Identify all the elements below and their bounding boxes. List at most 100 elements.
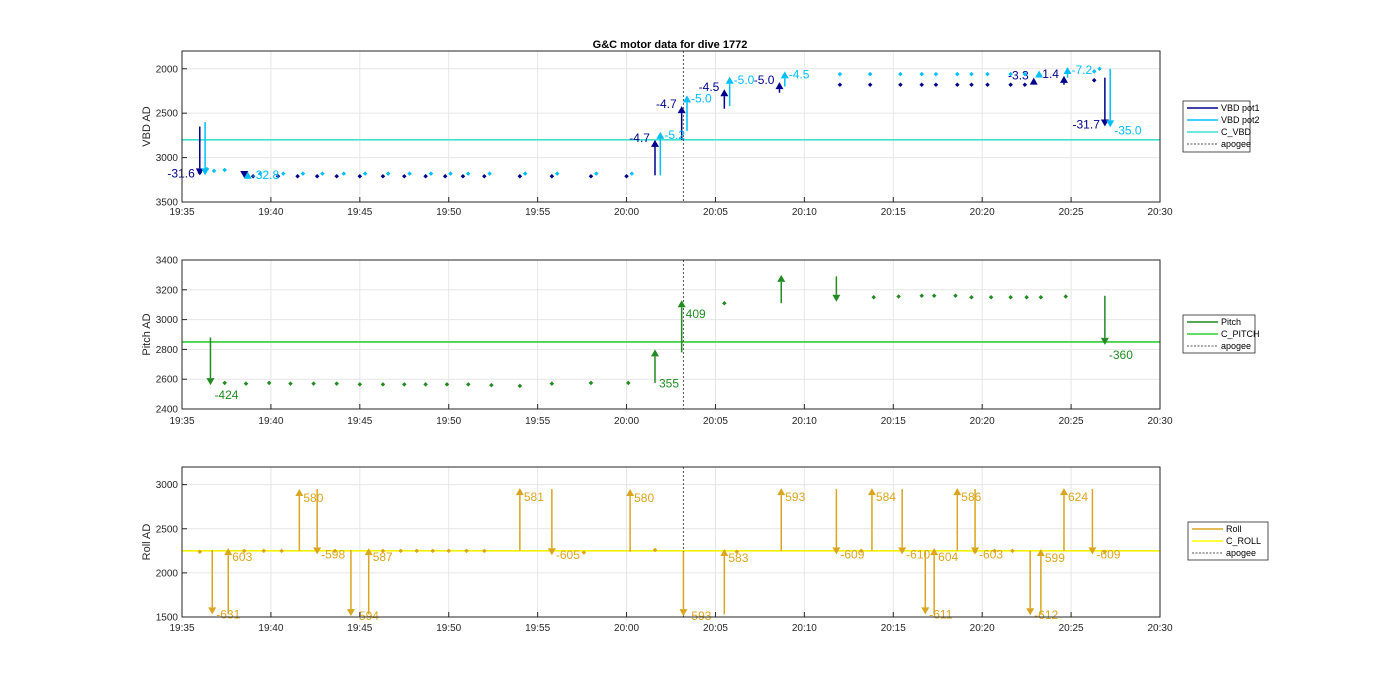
arrow-head: [626, 489, 635, 497]
data-point: [953, 293, 958, 299]
data-point: [588, 380, 594, 386]
data-point: [896, 294, 901, 299]
y-axis-label: VBD AD: [141, 106, 153, 146]
arrow-head: [1026, 608, 1035, 616]
y-tick-label: 2400: [156, 405, 179, 416]
arrow-head: [313, 547, 322, 555]
data-point: [1022, 71, 1028, 77]
arrow-head: [224, 548, 233, 556]
data-point: [332, 548, 338, 554]
x-tick-label: 19:55: [525, 623, 550, 634]
x-tick-label: 19:35: [169, 207, 194, 218]
x-tick-label: 19:45: [347, 207, 372, 218]
arrow-head: [898, 547, 907, 555]
y-tick-label: 3500: [156, 198, 179, 209]
data-point: [466, 171, 471, 176]
plot-area: [182, 51, 1160, 202]
x-tick-label: 19:55: [525, 416, 550, 427]
legend-label: apogee: [1221, 341, 1251, 351]
data-label: 587: [373, 550, 393, 564]
data-label: -609: [840, 547, 864, 561]
x-tick-label: 19:45: [347, 623, 372, 634]
x-tick-label: 20:20: [970, 623, 995, 634]
data-label: -594: [355, 609, 379, 623]
data-label: -3.3: [1008, 69, 1029, 83]
x-tick-label: 19:45: [347, 416, 372, 427]
data-label: 355: [659, 376, 679, 390]
data-point: [988, 294, 994, 300]
data-label: -4.7: [629, 131, 650, 145]
data-point: [1022, 82, 1028, 88]
data-label: -7.2: [1072, 63, 1093, 77]
data-label: -31.7: [1073, 118, 1101, 132]
arrow-head: [295, 489, 304, 497]
data-label: -5.0: [691, 91, 712, 105]
data-label: 580: [303, 491, 323, 505]
data-point: [380, 548, 386, 554]
x-tick-label: 19:35: [169, 623, 194, 634]
x-tick-label: 20:10: [792, 416, 817, 427]
x-tick-label: 20:00: [614, 416, 639, 427]
arrow-head: [1106, 120, 1115, 128]
data-point: [1091, 78, 1097, 83]
data-point: [266, 380, 272, 386]
x-tick-label: 20:30: [1147, 623, 1172, 634]
y-axis-label: Pitch AD: [141, 313, 153, 355]
arrow-head: [656, 131, 665, 139]
data-point: [722, 300, 727, 306]
arrow-head: [650, 349, 659, 357]
y-tick-label: 3000: [156, 315, 179, 326]
x-tick-label: 19:40: [258, 416, 283, 427]
data-label: -35.0: [1114, 123, 1142, 137]
arrow-head: [364, 548, 373, 556]
legend-label: C_ROLL: [1226, 536, 1261, 546]
data-point: [320, 171, 325, 176]
x-tick-label: 20:15: [881, 416, 906, 427]
data-point: [380, 382, 386, 387]
arrow-head: [720, 549, 729, 557]
data-point: [357, 382, 363, 387]
data-label: 409: [686, 307, 706, 321]
data-point: [1038, 294, 1044, 300]
panel-vbd: -31.6-4.7-4.7-4.5-5.0 -3.3 -1.4-31.7-32.8-…: [141, 50, 1260, 218]
data-label: 624: [1068, 490, 1088, 504]
data-label: -593: [687, 609, 711, 623]
x-tick-label: 20:20: [970, 416, 995, 427]
data-label: 580: [634, 491, 654, 505]
y-tick-label: 2000: [156, 568, 179, 579]
x-tick-label: 19:40: [258, 623, 283, 634]
data-label: -612: [1034, 608, 1058, 622]
arrow-head: [346, 609, 355, 617]
arrow-head: [775, 82, 784, 90]
arrow-head: [683, 95, 692, 103]
x-tick-label: 19:50: [436, 207, 461, 218]
panel-pitch: -424 355 409 -360 2400 2600 2800 3000 3200 3400 19…: [141, 256, 1260, 428]
arrow-head: [1059, 75, 1068, 83]
data-point: [466, 382, 471, 387]
data-label: -32.8: [252, 168, 280, 182]
y-tick-label: 2500: [156, 524, 179, 535]
arrow-head: [720, 89, 729, 97]
arrow-head: [650, 139, 659, 147]
y-tick-label: 2600: [156, 375, 179, 386]
data-label: -1.4: [1038, 67, 1059, 81]
data-point: [464, 548, 469, 554]
x-tick-label: 20:15: [881, 623, 906, 634]
axes-box: [181, 466, 1161, 618]
data-label: -360: [1109, 348, 1133, 362]
arrow-head: [867, 488, 876, 496]
arrow-head: [240, 171, 249, 179]
arrow-head: [1035, 70, 1044, 78]
y-tick-label: 2000: [156, 64, 179, 75]
data-point: [1091, 69, 1097, 74]
data-label: -598: [321, 547, 345, 561]
data-point: [402, 382, 407, 387]
y-tick-label: 3000: [156, 480, 179, 491]
arrow-head: [971, 547, 980, 555]
data-point: [734, 549, 740, 554]
legend-label: VBD pot2: [1221, 115, 1260, 125]
x-tick-label: 20:00: [614, 623, 639, 634]
arrow-head: [515, 488, 524, 496]
data-point: [334, 381, 339, 386]
